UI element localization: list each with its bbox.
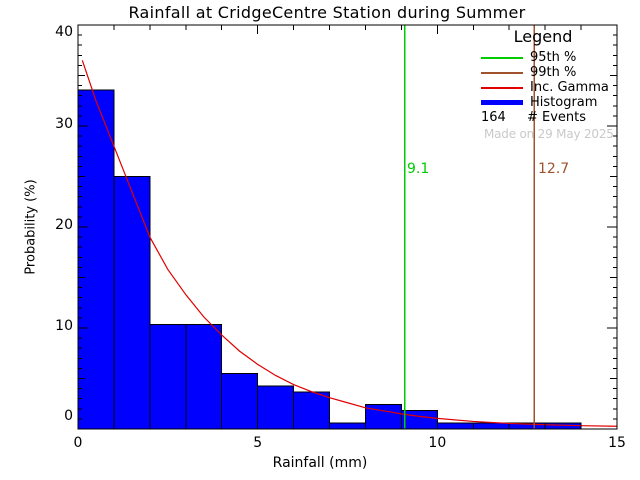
histogram-bar	[185, 323, 223, 430]
chart-title: Rainfall at CridgeCentre Station during …	[128, 3, 526, 22]
legend: Legend 95th % 99th % Inc. Gamma Histogram 1…	[481, 29, 631, 125]
legend-title: Legend	[513, 27, 573, 46]
x-tick-label: 0	[73, 435, 83, 451]
legend-items: 95th % 99th % Inc. Gamma Histogram	[481, 50, 631, 110]
x-tick-label: 15	[608, 435, 626, 451]
histogram-bar	[329, 422, 366, 430]
legend-item-label: 95th %	[530, 50, 577, 65]
y-tick-label: 20	[55, 217, 73, 233]
histogram-bar	[293, 391, 331, 430]
histogram-bar	[436, 422, 474, 430]
y-tick-label: 30	[55, 116, 73, 132]
histogram-bar	[221, 373, 259, 430]
legend-item: 95th %	[481, 50, 631, 65]
legend-item: Histogram	[481, 95, 631, 110]
y-tick-label: 0	[64, 408, 73, 424]
histogram-bar	[113, 176, 151, 430]
legend-events-count: 164	[481, 110, 506, 125]
p95-value-label: 9.1	[407, 161, 430, 177]
histogram-bar	[364, 403, 402, 430]
histogram-bar	[149, 323, 187, 430]
x-tick-label: 10	[428, 435, 447, 451]
histogram-bar	[472, 422, 510, 430]
legend-item: 99th %	[481, 65, 631, 80]
gamma-curve	[81, 60, 618, 427]
legend-swatch-99th-	[481, 71, 523, 74]
histogram-bar	[257, 385, 295, 430]
x-axis-label: Rainfall (mm)	[272, 455, 368, 471]
legend-item-label: 99th %	[530, 65, 577, 80]
legend-item-label: Inc. Gamma	[530, 80, 609, 95]
legend-swatch-95th-	[481, 56, 523, 59]
y-tick-label: 10	[55, 318, 73, 334]
legend-item-label: Histogram	[530, 95, 598, 110]
p99-value-label: 12.7	[538, 161, 570, 177]
legend-swatch-histogram	[481, 100, 523, 105]
x-tick-label: 5	[253, 435, 263, 451]
legend-swatch-inc-gamma	[481, 86, 523, 89]
legend-events-row: 164 # Events	[481, 110, 631, 125]
legend-item: Inc. Gamma	[481, 80, 631, 95]
watermark: Made on 29 May 2025	[484, 127, 614, 141]
histogram-bar	[77, 89, 115, 430]
y-tick-label: 40	[55, 24, 73, 40]
legend-events-label: # Events	[527, 110, 587, 125]
histogram-bar	[400, 410, 438, 430]
